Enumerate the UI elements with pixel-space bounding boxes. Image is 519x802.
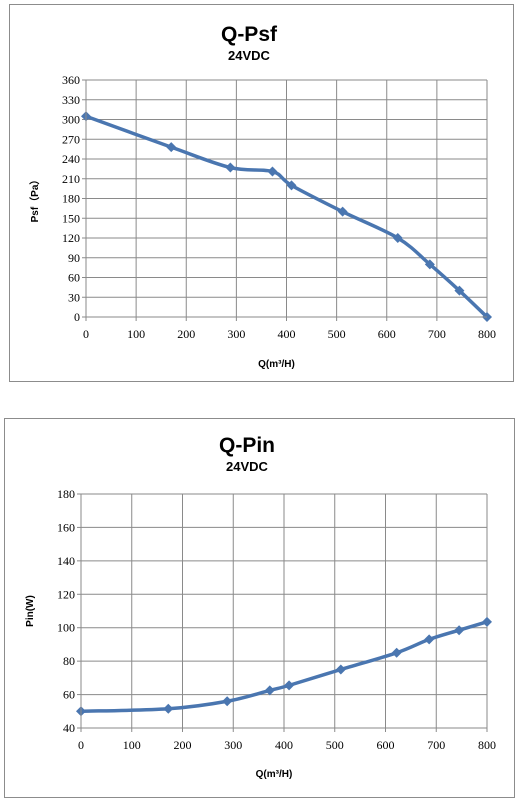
chart-q-pin-svg: Q-Pin 24VDC 40 60 80 100 120 140 160 180 0 100 200 30… [25, 434, 496, 780]
x-tick-label: 300 [227, 327, 245, 341]
data-point-marker [163, 703, 174, 714]
data-point-marker [284, 680, 295, 691]
chart-title: Q-Psf [221, 23, 278, 46]
data-point-marker [424, 634, 435, 645]
data-point-marker [454, 625, 465, 636]
data-point-marker [424, 259, 435, 270]
chart-subtitle: 24VDC [226, 459, 269, 474]
y-tick-label: 120 [62, 231, 80, 245]
x-tick-label: 200 [177, 327, 195, 341]
data-point-marker [267, 166, 278, 177]
x-tick-label: 100 [127, 327, 145, 341]
x-axis-label: Q(m³/H) [258, 359, 295, 370]
data-point-marker [392, 233, 403, 243]
y-tick-label: 180 [57, 487, 75, 501]
y-tick-label: 60 [68, 271, 80, 285]
y-tick-label: 180 [62, 192, 80, 206]
chart-q-psf: Q-Psf 24VDC 0 30 60 90 120 150 180 210 240 270 300 33… [9, 4, 514, 382]
data-point-marker [454, 285, 465, 296]
x-tick-label: 300 [224, 738, 242, 752]
y-tick-label: 120 [57, 587, 75, 601]
y-tick-label: 150 [62, 211, 80, 225]
data-point-marker [335, 664, 346, 675]
x-tick-label: 700 [427, 738, 445, 752]
data-point-marker [264, 685, 275, 696]
x-tick-label: 0 [83, 327, 89, 341]
y-tick-label: 80 [63, 654, 75, 668]
y-tick-label: 160 [57, 520, 75, 534]
data-point-marker [391, 647, 402, 658]
x-tick-label: 400 [275, 738, 293, 752]
x-tick-label: 500 [326, 738, 344, 752]
y-tick-label: 30 [68, 290, 80, 304]
x-tick-label: 200 [174, 738, 192, 752]
y-tick-label: 90 [68, 251, 80, 265]
x-tick-label: 800 [478, 738, 496, 752]
chart-q-pin: Q-Pin 24VDC 40 60 80 100 120 140 160 180 0 100 200 30… [4, 418, 515, 798]
data-point-marker [337, 206, 348, 217]
y-axis-label: Psf（Pa） [28, 175, 41, 223]
chart-subtitle: 24VDC [228, 48, 271, 63]
x-tick-label: 700 [428, 327, 446, 341]
series-line [79, 620, 489, 714]
y-tick-label: 300 [62, 113, 80, 127]
x-tick-label: 500 [328, 327, 346, 341]
chart-title: Q-Pin [219, 434, 275, 457]
data-point-marker [286, 180, 297, 191]
y-tick-label: 40 [63, 721, 75, 735]
data-point-marker [166, 142, 177, 153]
y-tick-label: 330 [62, 93, 80, 107]
x-tick-label: 400 [278, 327, 296, 341]
data-point-marker [222, 696, 233, 707]
data-point-marker [225, 162, 236, 173]
y-tick-label: 0 [74, 310, 80, 324]
data-point-marker [482, 616, 492, 627]
x-axis-label: Q(m³/H) [256, 769, 293, 780]
y-tick-label: 100 [57, 621, 75, 635]
series-line [84, 114, 489, 319]
y-tick-label: 140 [57, 554, 75, 568]
x-tick-label: 0 [78, 738, 84, 752]
x-tick-label: 100 [123, 738, 141, 752]
y-tick-label: 210 [62, 172, 80, 186]
y-tick-label: 60 [63, 688, 75, 702]
chart-q-psf-svg: Q-Psf 24VDC 0 30 60 90 120 150 180 210 240 270 300 33… [28, 23, 496, 370]
x-tick-label: 600 [377, 738, 395, 752]
y-tick-label: 270 [62, 132, 80, 146]
x-tick-label: 600 [378, 327, 396, 341]
x-tick-label: 800 [478, 327, 496, 341]
y-tick-label: 360 [62, 73, 80, 87]
y-tick-label: 240 [62, 152, 80, 166]
y-axis-label: Pin(W) [25, 595, 36, 627]
